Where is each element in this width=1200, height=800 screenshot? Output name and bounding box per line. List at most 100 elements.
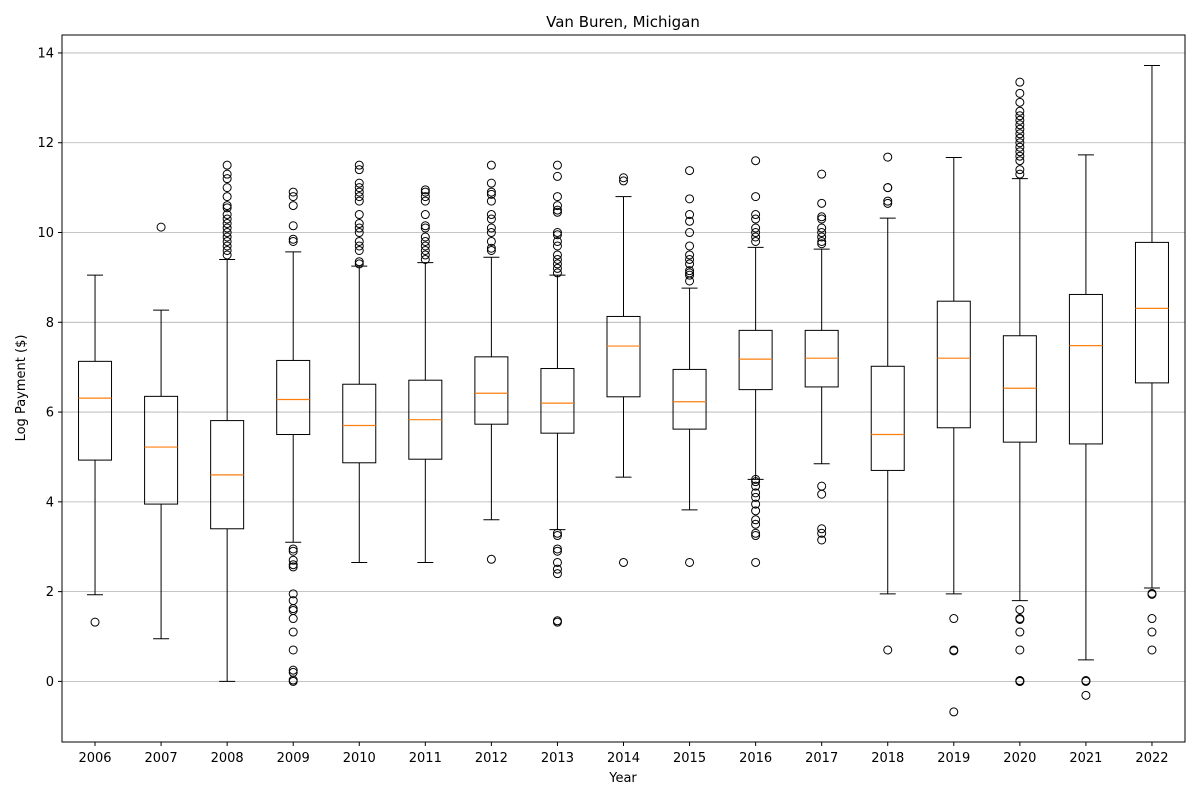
x-axis-label: Year	[608, 771, 637, 786]
outlier-point	[1015, 645, 1025, 655]
box-iqr	[474, 356, 509, 425]
outlier-point	[90, 617, 100, 627]
outlier-point	[486, 196, 496, 206]
outlier-point	[1015, 156, 1025, 166]
box-group-2007	[144, 309, 179, 640]
outlier-point	[552, 617, 562, 627]
outlier-point	[354, 259, 364, 269]
outlier-point	[817, 239, 827, 249]
outlier-point	[222, 201, 232, 211]
outlier-point	[354, 245, 364, 255]
outlier-point	[486, 243, 496, 253]
x-tick-label: 2013	[541, 751, 574, 766]
box-group-2015	[672, 287, 707, 511]
outlier-point	[486, 189, 496, 199]
y-tick-label: 0	[46, 675, 54, 690]
outlier-point	[751, 232, 761, 242]
outlier-point	[552, 263, 562, 273]
outlier-point	[1015, 120, 1025, 130]
outlier-point	[552, 546, 562, 556]
outlier-point	[222, 210, 232, 220]
y-tick-label: 4	[46, 495, 54, 510]
outlier-point	[1015, 111, 1025, 121]
outlier-point	[420, 223, 430, 233]
outlier-point	[619, 176, 628, 186]
outlier-point	[1147, 589, 1157, 599]
outlier-point	[486, 245, 496, 255]
y-tick-label: 2	[46, 585, 54, 600]
outlier-point	[288, 221, 298, 231]
outlier-point	[486, 223, 496, 233]
outlier-point	[817, 528, 827, 538]
outlier-point	[751, 192, 761, 202]
outlier-point	[1147, 614, 1157, 624]
outlier-point	[883, 196, 893, 206]
outlier-point	[288, 201, 298, 211]
outlier-point	[288, 562, 298, 572]
outlier-point	[288, 187, 298, 197]
outlier-point	[222, 203, 232, 213]
box-iqr	[672, 368, 707, 430]
box-iqr	[1002, 335, 1037, 443]
outlier-point	[288, 589, 298, 599]
outliers	[90, 77, 1157, 717]
outlier-point	[288, 236, 298, 246]
box-group-2009	[276, 251, 311, 543]
outlier-point	[552, 205, 562, 215]
outlier-point	[685, 268, 695, 278]
y-tick-label: 6	[46, 406, 54, 421]
box-group-2006	[78, 274, 113, 596]
outlier-point	[552, 230, 562, 240]
box-iqr	[1134, 241, 1169, 384]
outlier-point	[354, 160, 364, 170]
y-tick-label: 14	[37, 46, 54, 61]
outlier-point	[486, 554, 496, 564]
outlier-point	[685, 241, 695, 251]
outlier-point	[883, 645, 893, 655]
x-axis-ticks: 2006 2007 2008 2009 2010 2011 2012 2013 2014 2015…	[78, 742, 1169, 766]
outlier-point	[949, 614, 959, 624]
y-axis-ticks: 0 2 4 6 8 10 12 14	[37, 46, 62, 690]
outlier-point	[751, 519, 761, 529]
x-tick-label: 2022	[1135, 751, 1168, 766]
outlier-point	[222, 174, 232, 184]
outlier-point	[552, 569, 562, 579]
y-tick-label: 12	[37, 136, 54, 151]
x-tick-label: 2015	[673, 751, 706, 766]
x-tick-label: 2008	[211, 751, 244, 766]
outlier-point	[156, 222, 166, 232]
box-iqr	[738, 329, 773, 391]
x-tick-label: 2014	[607, 751, 640, 766]
box-group-2012	[474, 256, 509, 521]
outlier-point	[1015, 77, 1025, 87]
outlier-point	[222, 160, 232, 170]
outlier-point	[817, 524, 827, 534]
box-group-2018	[870, 217, 905, 595]
outlier-point	[222, 169, 232, 179]
outlier-point	[751, 506, 761, 516]
x-tick-label: 2017	[805, 751, 838, 766]
outlier-point	[552, 241, 562, 251]
outlier-point	[1147, 627, 1157, 637]
box-group-2014	[606, 196, 641, 478]
outlier-point	[817, 198, 827, 208]
outlier-point	[1015, 627, 1025, 637]
outlier-point	[222, 192, 232, 202]
outlier-point	[552, 201, 562, 211]
outlier-point	[420, 221, 430, 231]
outlier-point	[222, 223, 232, 233]
outlier-point	[552, 192, 562, 202]
outlier-point	[685, 194, 695, 204]
outlier-point	[685, 166, 695, 176]
outlier-point	[354, 219, 364, 229]
outlier-point	[751, 481, 761, 491]
box-iqr	[870, 365, 905, 471]
outlier-point	[552, 531, 562, 541]
box-iqr	[342, 383, 377, 464]
outlier-point	[949, 646, 959, 656]
outlier-point	[1015, 115, 1025, 125]
y-tick-label: 8	[46, 316, 54, 331]
x-tick-label: 2016	[739, 751, 772, 766]
outlier-point	[751, 488, 761, 498]
